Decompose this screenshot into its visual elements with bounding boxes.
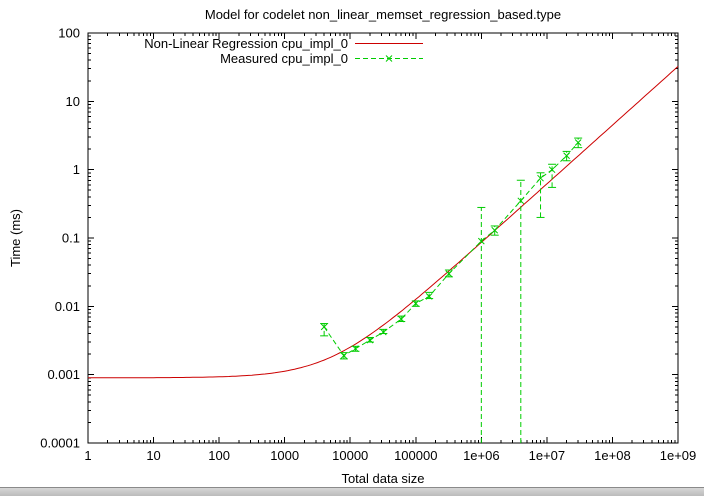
series-measured	[320, 137, 583, 443]
y-tick-label: 0.1	[62, 231, 80, 246]
y-tick-label: 10	[66, 94, 80, 109]
window-status-bar	[0, 487, 704, 496]
axis-tick-labels: 1 10 100 1000 10000 100000 1e+06 1e+07 1e+08 1e+0…	[40, 26, 696, 464]
x-axis-title: Total data size	[341, 471, 425, 486]
y-tick-label: 0.001	[47, 367, 80, 382]
plot-frame	[87, 32, 679, 444]
x-tick-label: 1e+06	[463, 448, 500, 463]
x-tick-label: 1000	[270, 448, 299, 463]
y-tick-label: 100	[58, 26, 80, 41]
x-tick-label: 1e+08	[594, 448, 631, 463]
x-tick-label: 100	[208, 448, 230, 463]
y-axis-title: Time (ms)	[8, 209, 23, 268]
x-tick-label: 1e+07	[529, 448, 566, 463]
series-regression-line	[88, 66, 679, 379]
y-tick-label: 1	[73, 162, 80, 177]
chart-title: Model for codelet non_linear_memset_regr…	[204, 7, 562, 22]
y-tick-label: 0.01	[55, 299, 80, 314]
x-tick-label: 10	[146, 448, 160, 463]
x-tick-label: 1e+09	[660, 448, 697, 463]
y-tick-label: 0.0001	[40, 436, 80, 451]
x-tick-label: 1	[84, 448, 91, 463]
x-tick-label: 100000	[394, 448, 437, 463]
x-tick-label: 10000	[332, 448, 368, 463]
axis-ticks	[87, 32, 679, 444]
